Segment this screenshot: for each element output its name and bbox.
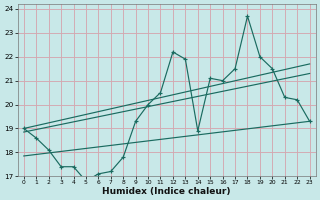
X-axis label: Humidex (Indice chaleur): Humidex (Indice chaleur): [102, 187, 231, 196]
